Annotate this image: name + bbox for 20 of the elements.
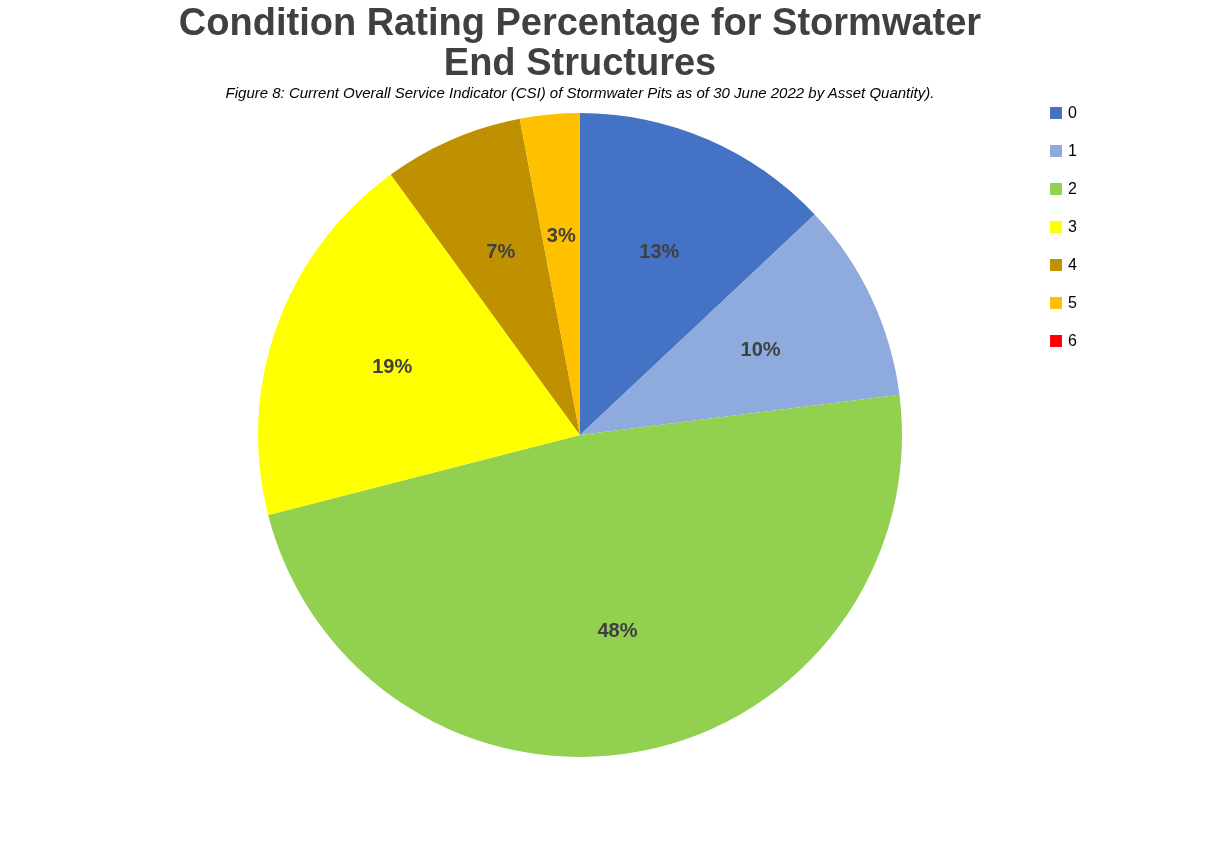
caption: Figure 8: Current Overall Service Indicator (CSI) of Stormwater Pits as of 30 June 2022 by Asset Quantity). [225, 84, 935, 101]
data-label: 13% [639, 239, 680, 262]
legend-label: 1 [1068, 142, 1077, 159]
pie-slice [580, 113, 815, 435]
pie-slice [580, 214, 900, 435]
legend-label: 6 [1068, 332, 1077, 349]
legend-label: 2 [1068, 180, 1077, 197]
pie-slice [258, 174, 580, 516]
data-label: 7% [486, 239, 516, 262]
data-label: 19% [372, 355, 413, 378]
pie-slice [519, 113, 581, 435]
text: Condition Rating Percentage for Stormwater [178, 1, 982, 43]
legend-label: 3 [1068, 218, 1077, 235]
legend-label: 0 [1068, 104, 1077, 121]
legend-label: 4 [1068, 256, 1077, 273]
pie-slice [268, 394, 902, 757]
data-label: 3% [546, 224, 576, 247]
data-label: 48% [597, 619, 638, 642]
legend-label: 5 [1068, 294, 1077, 311]
data-label: 10% [740, 338, 781, 360]
